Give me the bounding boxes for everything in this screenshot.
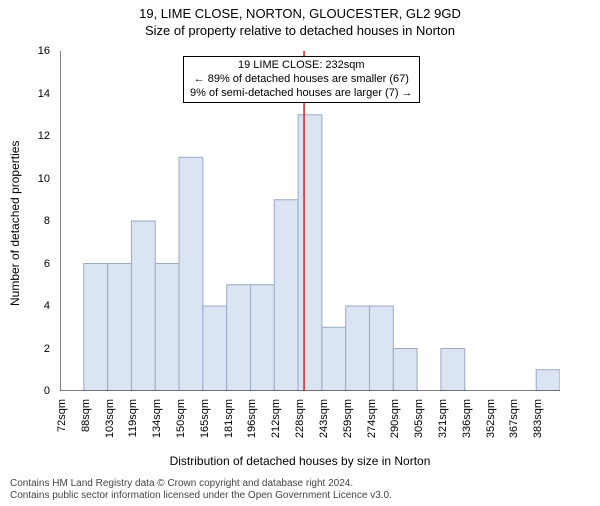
footer-attribution: Contains HM Land Registry data © Crown c… [10,478,392,502]
histogram-bar [298,115,322,391]
x-axis-label: Distribution of detached houses by size … [0,454,600,468]
x-tick-label: 72sqm [60,366,72,399]
x-tick-label: 259sqm [346,360,358,399]
x-tick-label: 274sqm [370,360,382,399]
footer-line2: Contains public sector information licen… [10,490,392,502]
y-tick-label: 12 [38,130,50,142]
x-tick-label: 181sqm [227,360,239,399]
x-tick-label: 228sqm [298,360,310,399]
x-tick-label: 243sqm [322,360,334,399]
x-tick-label: 290sqm [393,360,405,399]
x-tick-label: 367sqm [512,360,524,399]
x-tick-label: 321sqm [441,360,453,399]
annotation-line3: 9% of semi-detached houses are larger (7… [190,87,413,101]
x-tick-label: 305sqm [417,360,429,399]
histogram-bar [179,157,203,391]
y-tick-label: 4 [44,300,50,312]
x-tick-label: 196sqm [250,360,262,399]
y-tick-label: 6 [44,258,50,270]
footer-line1: Contains HM Land Registry data © Crown c… [10,478,392,490]
y-tick-label: 10 [38,173,50,185]
title-main: 19, LIME CLOSE, NORTON, GLOUCESTER, GL2 … [0,6,600,21]
x-tick-label: 165sqm [203,360,215,399]
annotation-box: 19 LIME CLOSE: 232sqm ← 89% of detached … [183,56,420,103]
x-tick-label: 212sqm [274,360,286,399]
x-tick-label: 119sqm [131,361,143,399]
x-tick-label: 88sqm [84,366,96,399]
x-tick-label: 103sqm [108,360,120,399]
x-tick-label: 134sqm [155,360,167,399]
x-tick-label: 352sqm [489,360,501,399]
y-tick-label: 14 [38,88,50,100]
annotation-line1: 19 LIME CLOSE: 232sqm [190,59,413,73]
annotation-line2: ← 89% of detached houses are smaller (67… [190,73,413,87]
y-tick-label: 0 [44,385,50,397]
y-tick-label: 8 [44,215,50,227]
y-axis-label: Number of detached properties [8,141,22,306]
y-tick-label: 16 [38,45,50,57]
y-tick-label: 2 [44,343,50,355]
x-tick-label: 150sqm [179,360,191,399]
x-tick-label: 336sqm [465,360,477,399]
title-sub: Size of property relative to detached ho… [0,23,600,38]
chart-area: 19 LIME CLOSE: 232sqm ← 89% of detached … [60,51,560,391]
x-tick-label: 383sqm [536,360,548,399]
